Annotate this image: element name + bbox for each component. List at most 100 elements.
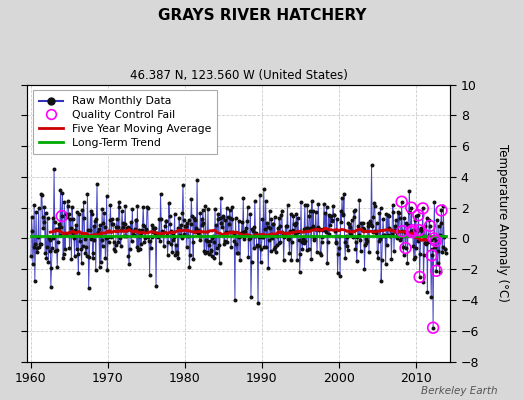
Point [416, 274, 424, 280]
Point [32, 209, 40, 215]
Point [268, 235, 276, 242]
Point [73, 251, 82, 257]
Point [259, 234, 267, 240]
Point [418, 228, 427, 234]
Point [421, 239, 430, 246]
Point [439, 203, 447, 209]
Point [119, 220, 127, 226]
Point [288, 227, 297, 233]
Point [395, 210, 403, 216]
Point [235, 234, 244, 240]
Point [127, 219, 135, 226]
Point [196, 233, 205, 239]
Point [159, 243, 168, 250]
Point [291, 231, 299, 238]
Point [308, 198, 316, 204]
Point [386, 232, 395, 239]
Point [384, 232, 392, 238]
Point [239, 195, 247, 202]
Point [302, 225, 310, 232]
Point [344, 247, 352, 253]
Point [300, 226, 309, 232]
Point [52, 226, 60, 232]
Point [328, 217, 336, 224]
Point [192, 225, 200, 232]
Point [330, 212, 339, 218]
Point [378, 232, 387, 239]
Point [54, 221, 63, 227]
Point [356, 236, 364, 243]
Point [286, 228, 294, 234]
Point [50, 219, 59, 225]
Point [208, 252, 216, 259]
Point [242, 224, 250, 231]
Point [356, 248, 365, 254]
Point [427, 294, 435, 300]
Point [385, 225, 394, 231]
Point [241, 228, 249, 234]
Point [417, 231, 425, 238]
Point [37, 191, 46, 198]
Point [310, 235, 319, 241]
Point [111, 248, 119, 254]
Point [436, 231, 444, 238]
Point [60, 250, 68, 257]
Point [189, 256, 198, 262]
Point [293, 215, 302, 222]
Point [420, 252, 428, 258]
Point [279, 231, 287, 237]
Point [67, 255, 75, 262]
Point [179, 181, 187, 188]
Point [83, 191, 92, 198]
Point [405, 209, 413, 215]
Point [296, 251, 304, 257]
Point [148, 221, 156, 228]
Point [379, 215, 387, 222]
Point [410, 255, 418, 262]
Point [49, 214, 57, 221]
Point [218, 224, 226, 230]
Point [71, 227, 80, 233]
Point [189, 239, 197, 245]
Point [206, 238, 214, 244]
Point [308, 223, 316, 229]
Point [423, 289, 432, 296]
Point [208, 235, 216, 241]
Point [363, 237, 371, 244]
Point [53, 264, 61, 270]
Point [79, 243, 87, 249]
Point [262, 243, 270, 250]
Point [398, 228, 407, 234]
Point [429, 324, 438, 331]
Point [347, 216, 356, 223]
Point [30, 278, 39, 284]
Point [67, 225, 75, 231]
Point [394, 228, 402, 234]
Point [227, 216, 236, 222]
Point [32, 248, 41, 255]
Point [152, 232, 161, 239]
Point [190, 228, 199, 235]
Point [134, 247, 143, 253]
Point [370, 200, 378, 206]
Point [35, 244, 43, 250]
Point [373, 249, 381, 256]
Point [146, 237, 155, 244]
Point [288, 239, 296, 245]
Point [377, 278, 385, 284]
Point [270, 246, 278, 252]
Point [124, 253, 133, 259]
Point [173, 225, 182, 232]
Point [327, 212, 335, 219]
Point [222, 229, 230, 236]
Point [59, 255, 67, 262]
Point [35, 204, 43, 211]
Point [33, 245, 41, 252]
Point [51, 248, 60, 254]
Point [78, 207, 86, 213]
Point [353, 258, 361, 264]
Point [61, 246, 69, 252]
Point [152, 282, 160, 289]
Point [158, 228, 166, 234]
Point [170, 211, 179, 218]
